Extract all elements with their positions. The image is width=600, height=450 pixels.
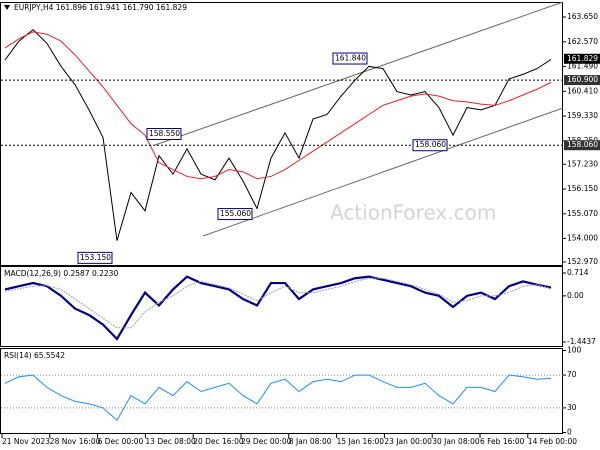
x-tick-label: 6 Feb 16:00 [480,437,525,446]
y-tick-label: 159.330 [567,111,598,120]
series-line [4,277,552,329]
annotation-label: 158.550 [149,129,180,138]
y-tick-label: 161.490 [567,62,598,71]
x-tick-label: 8 Jan 08:00 [289,437,332,446]
annotation-box [77,251,113,264]
y-tick-label: 30 [567,403,577,412]
macd-title: MACD(12,26,9) 0.2587 0.2230 [4,269,118,278]
y-tick-label: 157.230 [567,159,598,168]
rsi-panel [0,348,563,434]
price-title: EURJPY,H4 161.896 161.941 161.790 161.82… [14,3,187,12]
y-tick-label: 100 [567,346,582,355]
y-tick-label: 160.410 [567,86,598,95]
price-tag [564,75,600,86]
y-tick-label: 163.650 [567,12,598,21]
x-tick-label: 6 Dec 00:00 [98,437,144,446]
y-tick-label: -1.4437 [567,337,596,346]
x-tick-label: 13 Dec 08:00 [145,437,196,446]
y-tick-label: 156.150 [567,184,598,193]
price-tag [564,53,600,64]
annotation-box [332,52,368,65]
y-tick-label: 154.000 [567,233,598,242]
series-line [4,374,552,421]
x-tick-label: 20 Dec 16:00 [193,437,244,446]
price-tag-label: 161.829 [567,54,598,63]
x-tick-label: 14 Feb 00:00 [528,437,577,446]
y-tick-label: 0 [567,428,572,437]
price-panel [0,2,563,266]
y-tick-label: 0.714 [567,268,589,277]
annotation-label: 155.060 [220,209,251,218]
x-tick-label: 29 Dec 00:00 [241,437,292,446]
x-tick-label: 30 Jan 08:00 [432,437,480,446]
y-tick-label: 155.070 [567,209,598,218]
series-line [4,31,552,180]
annotation-label: 158.060 [415,140,446,149]
x-tick-label: 21 Nov 2023 [2,437,50,446]
y-tick-label: 70 [567,370,577,379]
annotation-box [412,139,448,152]
title-arrow [4,5,10,10]
price-tag-label: 158.060 [567,140,598,149]
price-tag-label: 160.900 [567,75,598,84]
x-tick-label: 15 Jan 16:00 [337,437,385,446]
x-tick-label: 23 Jan 00:00 [384,437,432,446]
channel-upper [154,1,564,146]
y-tick-label: 162.570 [567,37,598,46]
price-tag [564,140,600,151]
annotation-label: 161.840 [335,54,366,63]
channel-lower [202,107,564,237]
annotation-box [217,208,253,221]
watermark: ActionForex.com [330,201,496,225]
annotation-label: 153.150 [80,253,111,262]
series-line [4,275,552,341]
macd-panel [0,266,563,347]
annotation-box [146,127,182,140]
x-tick-label: 28 Nov 16:00 [50,437,101,446]
y-tick-label: 152.970 [567,257,598,266]
rsi-title: RSI(14) 65.5542 [4,351,65,360]
y-tick-label: 0.00 [567,291,584,300]
